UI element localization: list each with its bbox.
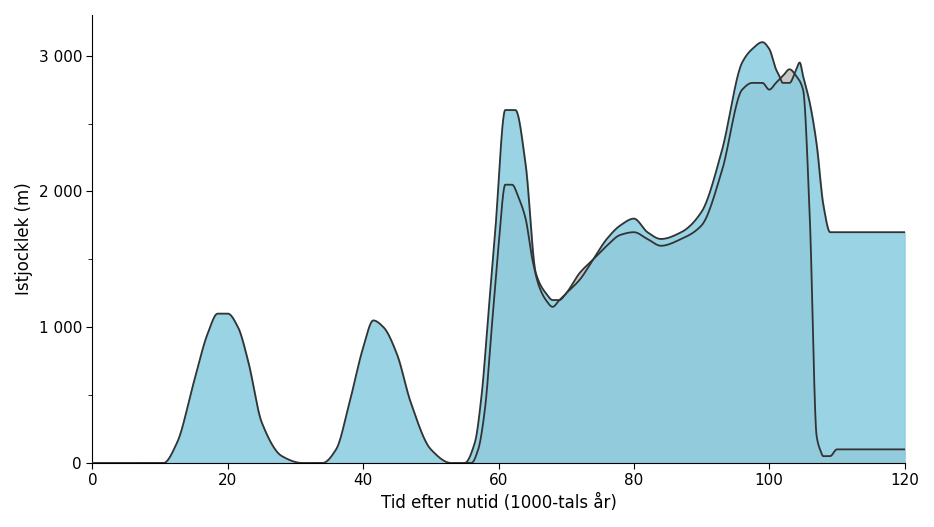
X-axis label: Tid efter nutid (1000-tals år): Tid efter nutid (1000-tals år) (380, 494, 616, 512)
Y-axis label: Istjocklek (m): Istjocklek (m) (15, 182, 33, 295)
